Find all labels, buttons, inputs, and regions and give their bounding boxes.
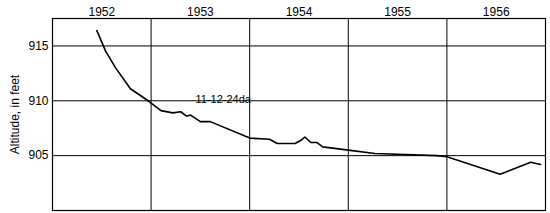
svg-text:1952: 1952	[88, 5, 115, 19]
svg-text:1956: 1956	[483, 5, 510, 19]
svg-text:1953: 1953	[187, 5, 214, 19]
svg-text:1955: 1955	[384, 5, 411, 19]
svg-text:1954: 1954	[286, 5, 313, 19]
svg-text:Altitude, in feet: Altitude, in feet	[8, 74, 22, 154]
svg-text:11-12-24da: 11-12-24da	[195, 93, 251, 105]
svg-text:905: 905	[28, 148, 48, 162]
svg-text:910: 910	[28, 94, 48, 108]
svg-text:915: 915	[28, 39, 48, 53]
